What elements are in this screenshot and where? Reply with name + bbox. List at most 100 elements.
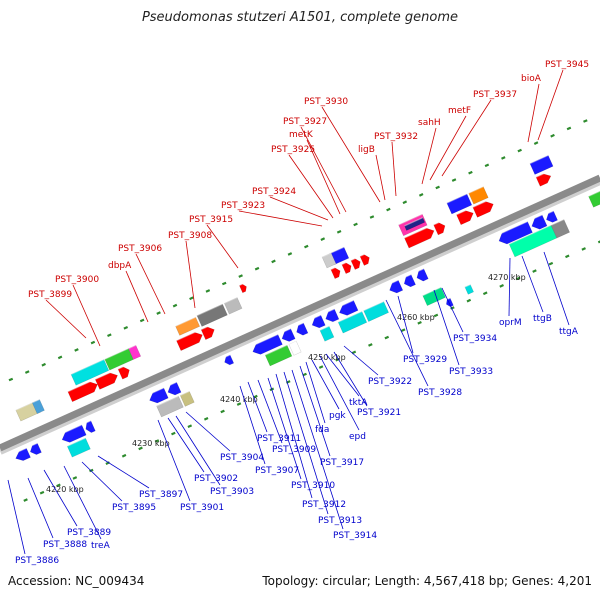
genome-summary: Topology: circular; Length: 4,567,418 bp… (262, 574, 592, 588)
backbone-line (0, 174, 600, 452)
reverse-gene-label: oprM (499, 318, 522, 328)
forward-gene-label: metF (448, 106, 471, 116)
tick-mark (400, 328, 406, 333)
reverse-gene-label: ttgA (559, 327, 579, 337)
tick-mark (74, 348, 79, 352)
reverse-gene-label: PST_3897 (139, 490, 183, 500)
reverse-callout-line (333, 351, 368, 407)
tick-mark (386, 207, 391, 212)
tick-mark (336, 229, 342, 234)
reverse-gene-label: PST_3904 (220, 453, 264, 463)
tick-mark (451, 178, 457, 182)
forward-feature (70, 359, 110, 386)
reverse-callout-line (97, 455, 150, 489)
tick-mark (417, 320, 422, 325)
reverse-gene-label: PST_3912 (302, 500, 346, 510)
tick-mark (121, 453, 127, 458)
reverse-feature (323, 308, 340, 323)
reverse-feature (414, 268, 429, 282)
reverse-gene-label: PST_3929 (403, 355, 447, 365)
tick-mark (205, 289, 211, 293)
forward-gene-label: ligB (358, 145, 375, 155)
reverse-callout-line (305, 361, 326, 424)
reverse-feature (13, 447, 31, 461)
forward-callout-line (321, 106, 381, 203)
forward-gene-label: PST_3925 (271, 145, 315, 155)
scale-label: 4250 kbp (308, 353, 346, 362)
tick-mark (154, 439, 160, 443)
reverse-callout-line (441, 287, 464, 333)
forward-feature (224, 296, 243, 315)
tick-mark (581, 247, 586, 251)
reverse-callout-line (433, 289, 460, 366)
reverse-callout-line (81, 461, 123, 502)
scale-label: 4240 kbp (220, 395, 258, 404)
forward-callout-line (238, 210, 323, 227)
tick-mark (532, 269, 537, 273)
tick-mark (187, 424, 193, 429)
tick-mark (57, 355, 63, 360)
tick-mark (499, 284, 504, 288)
reverse-callout-line (343, 345, 379, 376)
reverse-feature (401, 274, 416, 288)
reverse-callout-line (7, 479, 26, 555)
reverse-gene-label: PST_3917 (320, 458, 364, 468)
forward-callout-line (421, 127, 437, 185)
reverse-feature (179, 390, 195, 407)
reverse-feature (319, 325, 335, 342)
reverse-gene-label: tktA (349, 398, 368, 408)
forward-callout-line (288, 154, 334, 219)
reverse-gene-label: PST_3921 (357, 408, 401, 418)
tick-mark (139, 318, 145, 323)
reverse-feature (59, 424, 87, 443)
scale-label: 4260 kbp (397, 313, 435, 322)
reverse-feature (422, 286, 446, 306)
forward-feature (404, 217, 426, 231)
forward-feature (404, 225, 435, 249)
reverse-gene-label: PST_3911 (257, 434, 301, 444)
forward-feature (200, 324, 215, 340)
forward-callout-line (45, 299, 87, 339)
forward-callout-line (206, 224, 239, 269)
tick-mark (501, 156, 506, 160)
tick-mark (515, 276, 521, 281)
tick-mark (353, 222, 358, 227)
tick-mark (583, 119, 588, 123)
forward-feature (359, 252, 370, 266)
tick-mark (597, 240, 600, 244)
gene-tracks: 4220 kbp 4230 kbp 4240 kbp 4250 kbp 4260 kbp… (8, 119, 600, 502)
forward-callout-line (306, 139, 341, 215)
forward-gene-label: PST_3927 (283, 117, 327, 127)
reverse-feature (279, 328, 296, 342)
forward-feature (239, 282, 247, 294)
reverse-gene-label: PST_3928 (418, 388, 462, 398)
forward-feature (117, 364, 130, 380)
reverse-feature (529, 214, 548, 230)
reverse-gene-label: pgk (329, 411, 346, 421)
reverse-feature (66, 437, 91, 458)
tick-mark (253, 394, 258, 399)
forward-feature (128, 344, 142, 360)
forward-callout-line (269, 196, 329, 221)
reverse-callout-line (167, 417, 205, 473)
forward-gene-label: PST_3930 (304, 97, 348, 107)
forward-gene-label: PST_3906 (118, 244, 162, 254)
reverse-feature (508, 224, 558, 258)
tick-mark (304, 244, 309, 249)
forward-gene-label: PST_3908 (168, 231, 212, 241)
forward-callout-line (441, 99, 492, 177)
forward-gene-label: PST_3937 (473, 90, 517, 100)
reverse-gene-label: PST_3914 (333, 531, 377, 541)
tick-mark (90, 340, 96, 345)
reverse-feature (165, 381, 182, 396)
tick-mark (56, 483, 61, 488)
reverse-gene-label: PST_3895 (112, 503, 156, 513)
reverse-gene-label: PST_3934 (453, 334, 497, 344)
tick-mark (368, 343, 373, 347)
reverse-feature (588, 183, 600, 208)
tick-mark (517, 148, 522, 153)
reverse-feature (28, 442, 42, 455)
reverse-feature (544, 210, 558, 223)
tick-mark (287, 252, 293, 256)
forward-gene-label: PST_3932 (374, 132, 418, 142)
